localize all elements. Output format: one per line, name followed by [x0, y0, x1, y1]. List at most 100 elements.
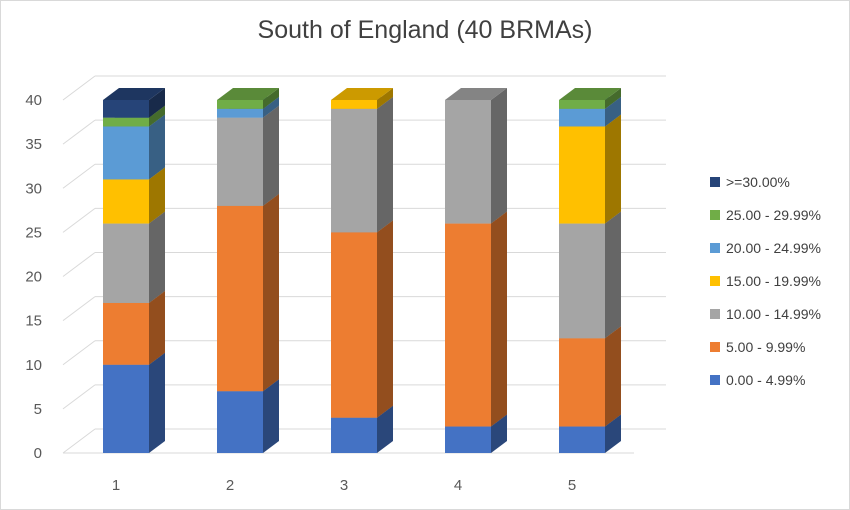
bar-side [605, 414, 621, 453]
bar-top [331, 88, 393, 100]
legend-label: 20.00 - 24.99% [726, 240, 821, 256]
legend-swatch [710, 210, 720, 220]
bar-segment [331, 220, 393, 418]
legend-swatch [710, 375, 720, 385]
legend-label: 15.00 - 19.99% [726, 273, 821, 289]
legend-label: >=30.00% [726, 174, 790, 190]
bar-front [103, 364, 149, 453]
x-tick-label: 4 [454, 477, 462, 494]
bar-side [605, 114, 621, 224]
y-tick-label: 10 [25, 357, 42, 374]
gridline-diag [62, 119, 96, 145]
legend-label: 10.00 - 14.99% [726, 306, 821, 322]
bar-side [605, 88, 621, 109]
bar-side [491, 88, 507, 224]
bar-top [445, 88, 507, 100]
legend: >=30.00% 25.00 - 29.99% 20.00 - 24.99% 15.0… [710, 174, 821, 388]
legend-swatch [710, 309, 720, 319]
bar-front [103, 223, 149, 303]
gridline-diag [62, 252, 96, 277]
bar-side [149, 211, 165, 303]
x-axis: 1 2 3 4 5 [112, 477, 576, 494]
bar-front [217, 117, 263, 206]
bar-side [263, 88, 279, 109]
y-tick-label: 40 [25, 92, 42, 109]
legend-swatch [710, 177, 720, 187]
bar-front [445, 426, 491, 453]
bar-top [103, 88, 165, 100]
y-tick-label: 25 [25, 224, 42, 241]
bar-front [217, 391, 263, 453]
bar-front [103, 117, 149, 127]
y-tick-label: 30 [25, 180, 42, 197]
legend-swatch [710, 243, 720, 253]
legend-label: 25.00 - 29.99% [726, 207, 821, 223]
gridline-diag [62, 428, 96, 454]
bar-side [149, 88, 165, 118]
bars [103, 88, 621, 453]
bar-front [331, 232, 377, 418]
bar-top [217, 88, 279, 100]
bar-side [491, 211, 507, 427]
bar-segment [103, 88, 165, 118]
legend-item: 20.00 - 24.99% [710, 240, 821, 256]
bar-segment [559, 326, 621, 427]
bar-front [559, 108, 605, 127]
bar-front [559, 426, 605, 453]
legend-item: >=30.00% [710, 174, 790, 190]
gridline-diag [62, 163, 96, 189]
legend-item: 10.00 - 14.99% [710, 306, 821, 322]
bar-segment [103, 211, 165, 303]
bar-segment [445, 211, 507, 427]
bar-front [559, 126, 605, 224]
legend-swatch [710, 276, 720, 286]
bar-front [331, 108, 377, 233]
legend-item: 15.00 - 19.99% [710, 273, 821, 289]
bar-front [103, 302, 149, 365]
bar-segment [103, 352, 165, 453]
y-tick-label: 35 [25, 136, 42, 153]
x-tick-label: 1 [112, 477, 120, 494]
y-axis: 0 5 10 15 20 25 30 35 40 [25, 92, 42, 462]
gridline-diag [62, 384, 96, 410]
bar-front [559, 100, 605, 109]
bar-front [445, 223, 491, 427]
legend-label: 5.00 - 9.99% [726, 339, 805, 355]
bar-side [149, 290, 165, 365]
legend-label: 0.00 - 4.99% [726, 372, 805, 388]
bar-front [445, 100, 491, 224]
bar-segment [559, 211, 621, 339]
bar-segment [559, 88, 621, 109]
gridline-diag [62, 207, 96, 233]
gridline-diag [62, 340, 96, 366]
bar-top [559, 88, 621, 100]
bar-side [263, 105, 279, 206]
bar-side [149, 114, 165, 180]
gridline-diag [62, 296, 96, 322]
legend-item: 5.00 - 9.99% [710, 339, 805, 355]
bar-front [217, 108, 263, 118]
y-tick-label: 15 [25, 313, 42, 330]
bar-front [103, 179, 149, 224]
bar-side [263, 379, 279, 453]
bar-side [149, 352, 165, 453]
bar-side [377, 88, 393, 109]
bar-segment [217, 105, 279, 206]
bar-segment [331, 96, 393, 233]
bar-front [217, 100, 263, 109]
bar-side [491, 414, 507, 453]
legend-item: 0.00 - 4.99% [710, 372, 805, 388]
legend-swatch [710, 342, 720, 352]
legend-item: 25.00 - 29.99% [710, 207, 821, 223]
bar-front [217, 205, 263, 392]
y-tick-label: 20 [25, 269, 42, 286]
bar-side [605, 96, 621, 127]
bar-segment [217, 88, 279, 109]
chart-title: South of England (40 BRMAs) [257, 16, 593, 44]
x-tick-label: 2 [226, 477, 234, 494]
y-tick-label: 0 [34, 445, 42, 462]
bar-segment [445, 88, 507, 224]
bar-front [559, 223, 605, 339]
bar-side [149, 105, 165, 127]
